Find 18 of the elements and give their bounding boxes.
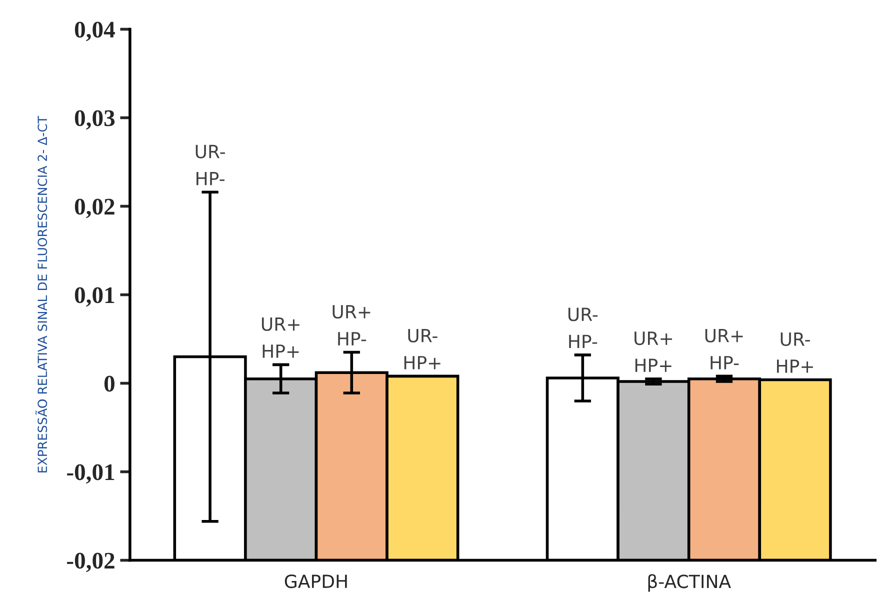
text: UR+ HP+ <box>262 317 300 358</box>
x-tick-label: GAPDH <box>284 574 347 588</box>
y-tick-label: -0,01 <box>67 464 114 484</box>
y-tick-label: -0,02 <box>67 552 114 572</box>
x-tick-label: β-ACTINA <box>648 574 731 592</box>
text: UR- HP- <box>196 144 225 186</box>
series-label: UR+ HP- <box>705 329 743 370</box>
y-tick-label: 0,04 <box>74 22 115 42</box>
y-tick-label: 0,02 <box>74 198 114 218</box>
series-label: UR- HP+ <box>404 329 440 370</box>
series-label: UR+ HP+ <box>634 332 672 372</box>
y-tick-label: 0,03 <box>74 110 115 130</box>
y-tick-label: 0,01 <box>74 287 114 307</box>
text: UR- HP+ <box>777 332 813 373</box>
text: UR+ HP- <box>332 305 370 346</box>
series-label: UR- HP- <box>568 308 598 348</box>
y-tick-label: 0 <box>104 376 114 392</box>
y-axis-title: EXPRESSÃO RELATIVA SINAL DE FLUORESCENCIA 2- Δ-CT <box>35 116 48 472</box>
